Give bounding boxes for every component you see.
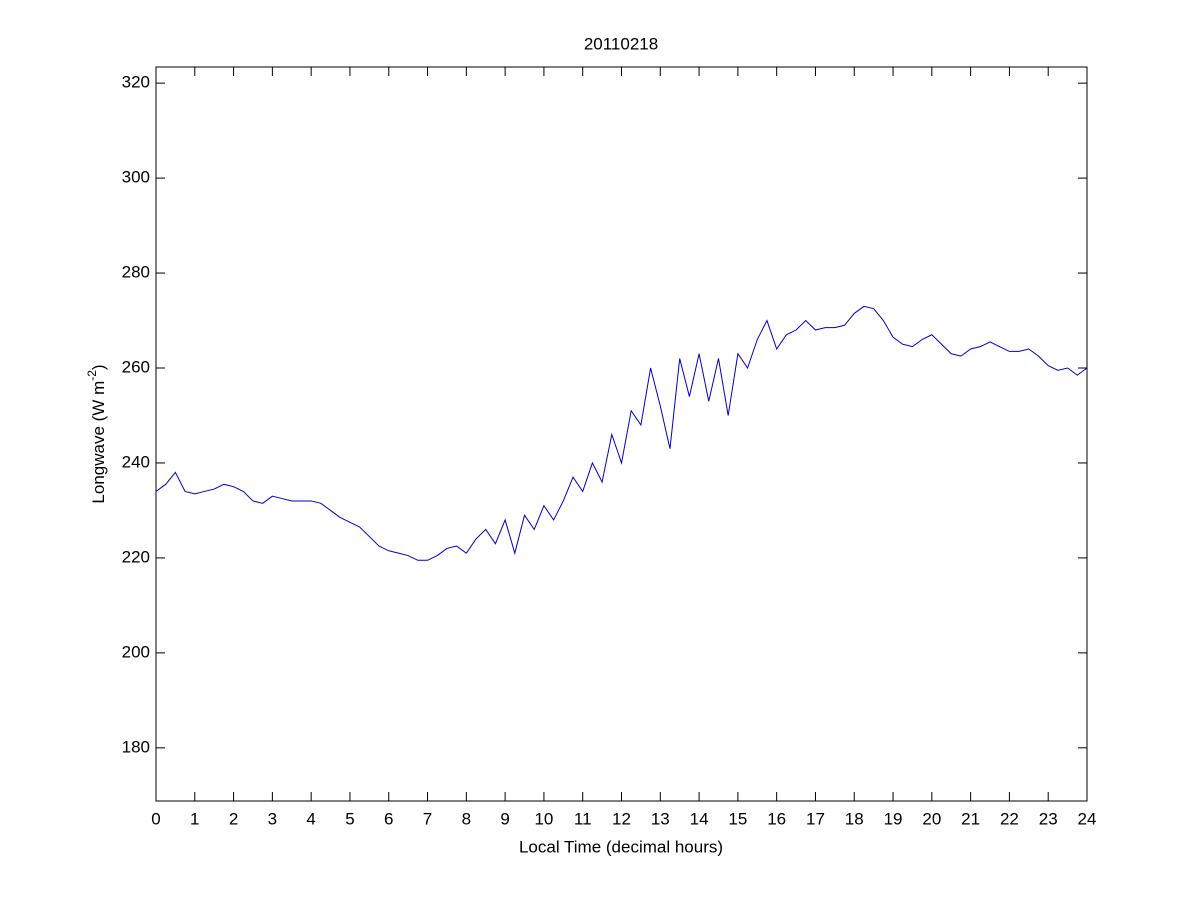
x-tick-label: 5 (345, 809, 354, 828)
x-tick-label: 15 (728, 809, 747, 828)
y-tick-label: 320 (122, 73, 150, 92)
x-tick-label: 11 (574, 809, 592, 828)
x-tick-label: 4 (306, 809, 315, 828)
y-tick-label: 220 (122, 547, 150, 566)
y-axis-label-superscript: -2 (85, 370, 99, 381)
x-tick-label: 18 (845, 809, 864, 828)
y-axis-label-suffix: ) (89, 364, 108, 370)
data-line (155, 305, 1088, 561)
x-tick-label: 8 (462, 809, 471, 828)
x-tick-label: 1 (190, 809, 199, 828)
x-tick-label: 10 (534, 809, 553, 828)
x-tick-label: 16 (767, 809, 786, 828)
x-tick-label: 19 (884, 809, 903, 828)
x-tick-label: 9 (500, 809, 509, 828)
x-tick-label: 14 (690, 809, 709, 828)
y-tick-label: 240 (122, 452, 150, 471)
x-axis-label: Local Time (decimal hours) (519, 837, 723, 856)
y-tick-label: 260 (122, 357, 150, 376)
x-tick-label: 7 (423, 809, 432, 828)
y-tick-label: 200 (122, 642, 150, 661)
x-tick-label: 23 (1039, 809, 1058, 828)
y-axis-label: Longwave (W m-2) (85, 364, 108, 503)
y-tick-label: 180 (122, 737, 150, 756)
x-tick-label: 12 (612, 809, 631, 828)
x-tick-label: 2 (229, 809, 238, 828)
y-tick-label: 280 (122, 263, 150, 282)
y-axis-label-text: Longwave (W m (89, 381, 108, 504)
x-tick-label: 17 (806, 809, 825, 828)
x-tick-label: 20 (922, 809, 941, 828)
x-tick-label: 6 (384, 809, 393, 828)
y-tick-label: 300 (122, 168, 150, 187)
x-tick-label: 3 (268, 809, 277, 828)
x-tick-label: 21 (961, 809, 980, 828)
x-tick-label: 24 (1078, 809, 1097, 828)
x-tick-label: 22 (1000, 809, 1019, 828)
x-tick-label: 13 (651, 809, 670, 828)
x-tick-label: 0 (151, 809, 160, 828)
chart-title: 20110218 (584, 34, 658, 53)
